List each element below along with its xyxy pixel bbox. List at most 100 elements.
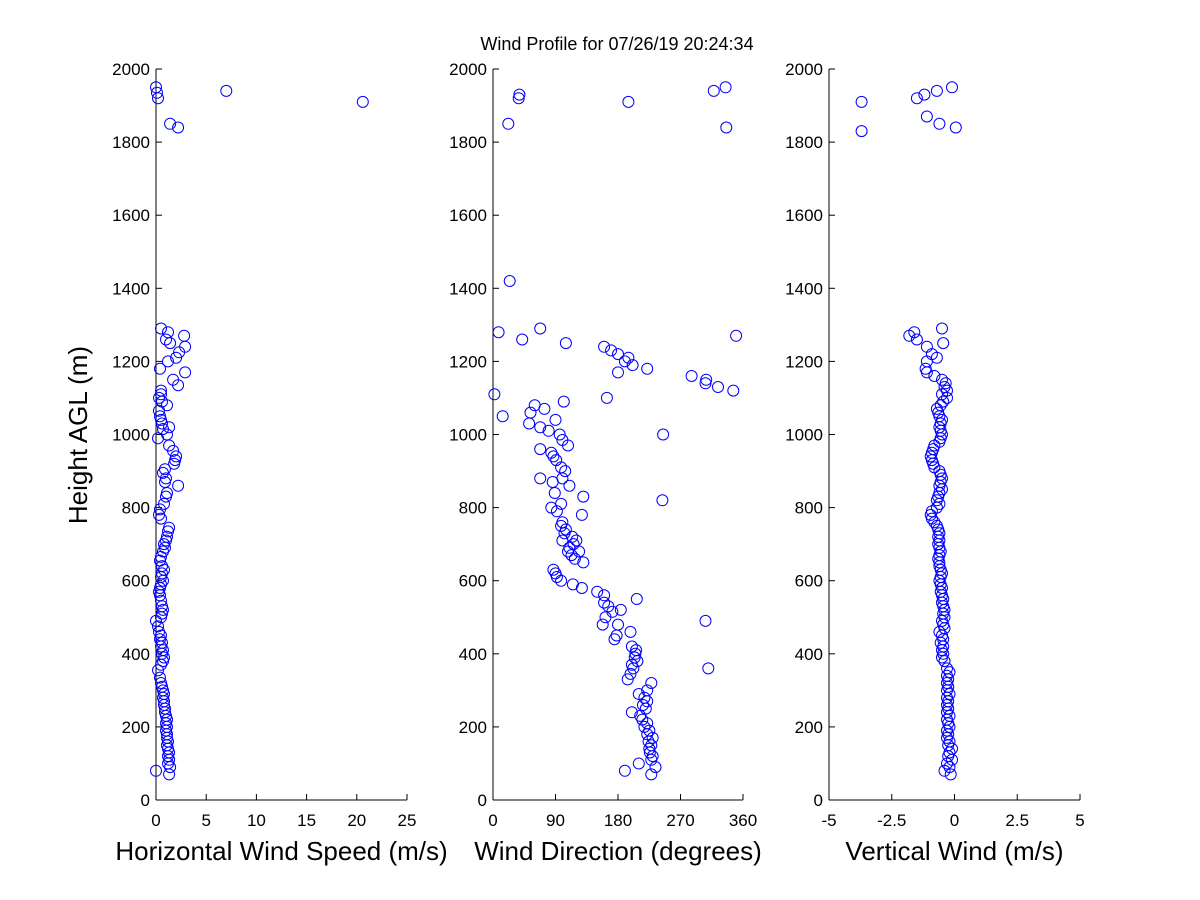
data-point bbox=[720, 121, 733, 134]
data-point bbox=[622, 351, 635, 364]
data-point bbox=[152, 620, 164, 633]
data-point bbox=[524, 406, 537, 419]
data-point bbox=[577, 490, 590, 503]
data-point bbox=[553, 428, 566, 441]
data-point bbox=[556, 516, 569, 529]
data-point bbox=[618, 764, 631, 777]
data-point bbox=[155, 388, 167, 401]
data-point bbox=[920, 340, 933, 353]
y-tick-label: 400 bbox=[459, 645, 487, 664]
data-point bbox=[727, 384, 740, 397]
data-point bbox=[160, 333, 172, 346]
data-point bbox=[549, 413, 562, 426]
data-point bbox=[920, 110, 933, 123]
data-point bbox=[566, 530, 579, 543]
data-point bbox=[547, 450, 560, 463]
data-point bbox=[624, 625, 637, 638]
data-point bbox=[657, 428, 670, 441]
y-tick-label: 1000 bbox=[449, 426, 487, 445]
data-point bbox=[700, 373, 713, 386]
y-axis-title: Height AGL (m) bbox=[63, 346, 93, 524]
data-point bbox=[528, 399, 541, 412]
data-point bbox=[625, 640, 638, 653]
data-point bbox=[638, 720, 651, 733]
data-point bbox=[626, 359, 639, 372]
y-tick-label: 1400 bbox=[112, 279, 150, 298]
x-tick-label: 15 bbox=[297, 811, 316, 830]
data-point bbox=[946, 81, 958, 94]
data-point bbox=[933, 117, 946, 130]
data-point bbox=[172, 121, 185, 134]
x-tick-label: 25 bbox=[398, 811, 417, 830]
data-point bbox=[155, 322, 167, 335]
data-point bbox=[162, 355, 174, 368]
y-tick-label: 1000 bbox=[112, 426, 150, 445]
data-point bbox=[534, 322, 547, 335]
data-point bbox=[930, 84, 943, 97]
data-point bbox=[645, 739, 658, 752]
y-tick-label: 800 bbox=[122, 499, 150, 518]
data-point bbox=[944, 768, 957, 781]
data-point bbox=[155, 384, 167, 397]
data-point bbox=[685, 370, 698, 382]
data-point bbox=[566, 578, 579, 591]
data-point bbox=[155, 594, 167, 607]
data-point bbox=[936, 614, 948, 627]
data-point bbox=[555, 497, 568, 510]
data-point bbox=[154, 410, 166, 423]
data-point bbox=[600, 391, 613, 404]
data-point bbox=[612, 366, 624, 379]
data-point bbox=[612, 618, 624, 631]
data-point bbox=[162, 326, 174, 339]
data-point bbox=[649, 761, 662, 774]
data-point bbox=[855, 95, 868, 108]
data-point bbox=[712, 381, 724, 393]
data-point bbox=[910, 92, 923, 105]
data-point bbox=[630, 644, 643, 657]
data-point bbox=[656, 494, 669, 507]
data-point bbox=[622, 95, 635, 108]
y-tick-label: 0 bbox=[141, 791, 150, 810]
x-tick-label: 2.5 bbox=[1005, 811, 1029, 830]
data-point bbox=[936, 373, 948, 386]
data-point bbox=[568, 552, 581, 565]
data-point bbox=[534, 421, 547, 434]
y-tick-label: 1800 bbox=[112, 133, 150, 152]
data-point bbox=[534, 472, 547, 485]
data-point bbox=[630, 593, 643, 605]
y-tick-label: 600 bbox=[459, 572, 487, 591]
data-point bbox=[591, 585, 604, 598]
x-tick-label: -2.5 bbox=[877, 811, 906, 830]
y-tick-label: 1200 bbox=[112, 352, 150, 371]
data-point bbox=[618, 355, 631, 368]
y-tick-label: 400 bbox=[795, 645, 823, 664]
data-point bbox=[164, 117, 177, 130]
y-tick-label: 200 bbox=[459, 718, 487, 737]
y-tick-label: 1600 bbox=[785, 206, 823, 225]
subplot-3: 0 200 400 600 800 1000 1200 1400 1600 1800 2000 -5 -… bbox=[785, 60, 1085, 866]
x-tick-label: 0 bbox=[950, 811, 959, 830]
data-point bbox=[946, 742, 958, 755]
data-point bbox=[707, 84, 720, 97]
data-point bbox=[577, 556, 590, 569]
data-point bbox=[598, 340, 611, 353]
y-tick-label: 200 bbox=[795, 718, 823, 737]
data-point bbox=[941, 384, 953, 397]
data-point bbox=[637, 699, 649, 711]
data-point bbox=[356, 95, 369, 108]
data-point bbox=[943, 666, 956, 679]
data-point bbox=[570, 534, 583, 547]
data-point bbox=[702, 662, 715, 675]
y-tick-label: 0 bbox=[814, 791, 823, 810]
data-point bbox=[220, 84, 233, 97]
y-tick-label: 1000 bbox=[785, 426, 823, 445]
x-tick-label: 0 bbox=[151, 811, 160, 830]
data-point bbox=[150, 81, 162, 94]
data-point bbox=[559, 465, 572, 478]
x-tick-label: 10 bbox=[247, 811, 266, 830]
data-point bbox=[563, 541, 576, 554]
data-point bbox=[624, 667, 637, 680]
